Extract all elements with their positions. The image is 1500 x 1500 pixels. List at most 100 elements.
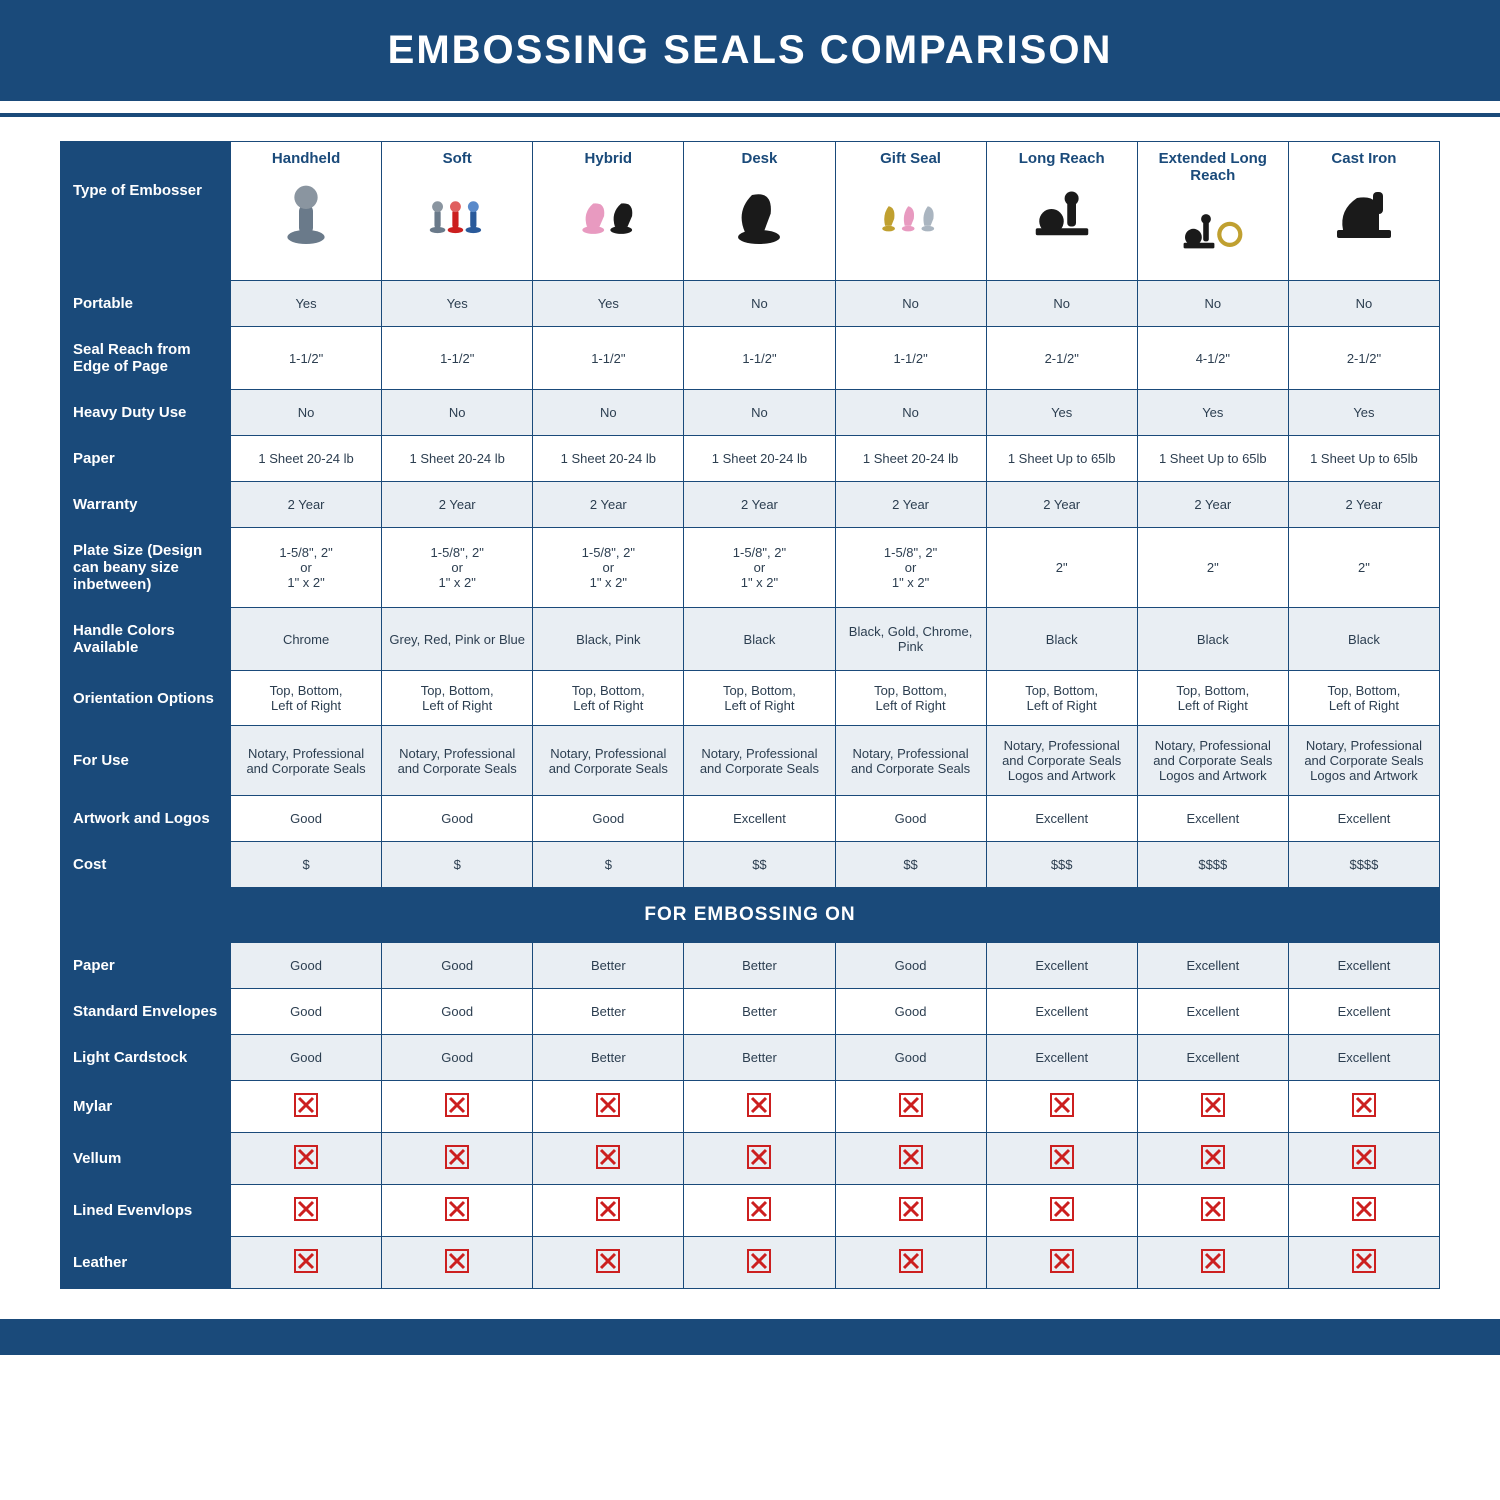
x-icon bbox=[1352, 1249, 1376, 1273]
table-row: For UseNotary, Professional and Corporat… bbox=[61, 726, 1440, 796]
x-icon bbox=[445, 1197, 469, 1221]
cell: Good bbox=[382, 943, 533, 989]
table-row: Paper1 Sheet 20-24 lb1 Sheet 20-24 lb1 S… bbox=[61, 436, 1440, 482]
cell bbox=[231, 1237, 382, 1289]
x-icon bbox=[445, 1249, 469, 1273]
cell: Good bbox=[382, 989, 533, 1035]
row-label: Light Cardstock bbox=[61, 1035, 231, 1081]
cell: 2" bbox=[1288, 528, 1439, 608]
section-label: FOR EMBOSSING ON bbox=[61, 888, 1440, 943]
cell bbox=[684, 1133, 835, 1185]
x-icon bbox=[747, 1197, 771, 1221]
x-icon bbox=[747, 1249, 771, 1273]
cell: Top, Bottom,Left of Right bbox=[835, 671, 986, 726]
x-icon bbox=[747, 1145, 771, 1169]
row-label: Orientation Options bbox=[61, 671, 231, 726]
cell: Excellent bbox=[684, 796, 835, 842]
cell: Yes bbox=[533, 281, 684, 327]
cell: No bbox=[1137, 281, 1288, 327]
embosser-icon bbox=[1142, 190, 1284, 276]
x-icon bbox=[899, 1093, 923, 1117]
cell: $$$$ bbox=[1288, 842, 1439, 888]
cell: No bbox=[835, 390, 986, 436]
table-row: Orientation Options Top, Bottom,Left of R… bbox=[61, 671, 1440, 726]
cell: 2 Year bbox=[382, 482, 533, 528]
embosser-icon bbox=[991, 173, 1133, 259]
x-icon bbox=[596, 1093, 620, 1117]
cell: 1 Sheet Up to 65lb bbox=[1137, 436, 1288, 482]
x-icon bbox=[1352, 1093, 1376, 1117]
cell: 2" bbox=[1137, 528, 1288, 608]
cell: Excellent bbox=[986, 796, 1137, 842]
cell bbox=[1137, 1185, 1288, 1237]
cell: No bbox=[684, 281, 835, 327]
cell: No bbox=[835, 281, 986, 327]
col-castiron: Cast Iron bbox=[1288, 142, 1439, 281]
cell bbox=[1288, 1133, 1439, 1185]
cell: Top, Bottom,Left of Right bbox=[986, 671, 1137, 726]
footer-bar bbox=[0, 1319, 1500, 1355]
table-row: Heavy Duty UseNoNoNoNoNoYesYesYes bbox=[61, 390, 1440, 436]
cell bbox=[533, 1133, 684, 1185]
x-icon bbox=[747, 1093, 771, 1117]
table-row: Seal Reach from Edge of Page1-1/2"1-1/2"… bbox=[61, 327, 1440, 390]
cell: Top, Bottom,Left of Right bbox=[1137, 671, 1288, 726]
cell: 1-5/8", 2"or1" x 2" bbox=[835, 528, 986, 608]
cell: Good bbox=[835, 989, 986, 1035]
x-icon bbox=[596, 1197, 620, 1221]
col-label: Desk bbox=[742, 150, 778, 167]
cell bbox=[231, 1133, 382, 1185]
comparison-table-wrap: Type of Embosser Handheld Soft Hy bbox=[0, 141, 1500, 1289]
cell: No bbox=[684, 390, 835, 436]
cell: Notary, Professional and Corporate Seals bbox=[684, 726, 835, 796]
cell bbox=[382, 1185, 533, 1237]
cell: Notary, Professional and Corporate Seals bbox=[835, 726, 986, 796]
row-label: Lined Evenvlops bbox=[61, 1185, 231, 1237]
cell: 2 Year bbox=[231, 482, 382, 528]
x-icon bbox=[294, 1093, 318, 1117]
table-row: PortableYesYesYesNoNoNoNoNo bbox=[61, 281, 1440, 327]
col-label: Extended Long Reach bbox=[1159, 150, 1267, 184]
x-icon bbox=[899, 1197, 923, 1221]
cell: Chrome bbox=[231, 608, 382, 671]
x-icon bbox=[899, 1145, 923, 1169]
table-row: Cost$$$$$$$$$$$$$$$$$$ bbox=[61, 842, 1440, 888]
row-label: Artwork and Logos bbox=[61, 796, 231, 842]
cell bbox=[1288, 1185, 1439, 1237]
x-icon bbox=[1352, 1197, 1376, 1221]
cell bbox=[835, 1081, 986, 1133]
cell: Excellent bbox=[1288, 1035, 1439, 1081]
x-icon bbox=[294, 1145, 318, 1169]
col-handheld: Handheld bbox=[231, 142, 382, 281]
cell bbox=[533, 1185, 684, 1237]
cell: Good bbox=[231, 943, 382, 989]
cell: Good bbox=[382, 1035, 533, 1081]
cell: Top, Bottom,Left of Right bbox=[533, 671, 684, 726]
table-row: Mylar bbox=[61, 1081, 1440, 1133]
cell bbox=[231, 1081, 382, 1133]
cell: 1 Sheet 20-24 lb bbox=[533, 436, 684, 482]
table-row: Plate Size (Design can beany size inbetw… bbox=[61, 528, 1440, 608]
cell: 1 Sheet 20-24 lb bbox=[231, 436, 382, 482]
comparison-table: Type of Embosser Handheld Soft Hy bbox=[60, 141, 1440, 1289]
x-icon bbox=[1201, 1145, 1225, 1169]
cell: Better bbox=[684, 1035, 835, 1081]
table-row: Leather bbox=[61, 1237, 1440, 1289]
x-icon bbox=[1201, 1249, 1225, 1273]
row-label: Vellum bbox=[61, 1133, 231, 1185]
cell: 1-5/8", 2"or1" x 2" bbox=[684, 528, 835, 608]
cell: Yes bbox=[231, 281, 382, 327]
x-icon bbox=[1352, 1145, 1376, 1169]
cell bbox=[684, 1081, 835, 1133]
table-row: Handle Colors AvailableChromeGrey, Red, … bbox=[61, 608, 1440, 671]
cell: $ bbox=[382, 842, 533, 888]
cell: Black bbox=[1137, 608, 1288, 671]
cell: 2 Year bbox=[1288, 482, 1439, 528]
cell bbox=[533, 1237, 684, 1289]
cell: 1 Sheet 20-24 lb bbox=[835, 436, 986, 482]
cell: Excellent bbox=[986, 943, 1137, 989]
table-row: PaperGoodGoodBetterBetterGoodExcellentEx… bbox=[61, 943, 1440, 989]
cell: Notary, Professional and Corporate Seals bbox=[533, 726, 684, 796]
cell bbox=[1137, 1133, 1288, 1185]
row-label: Heavy Duty Use bbox=[61, 390, 231, 436]
